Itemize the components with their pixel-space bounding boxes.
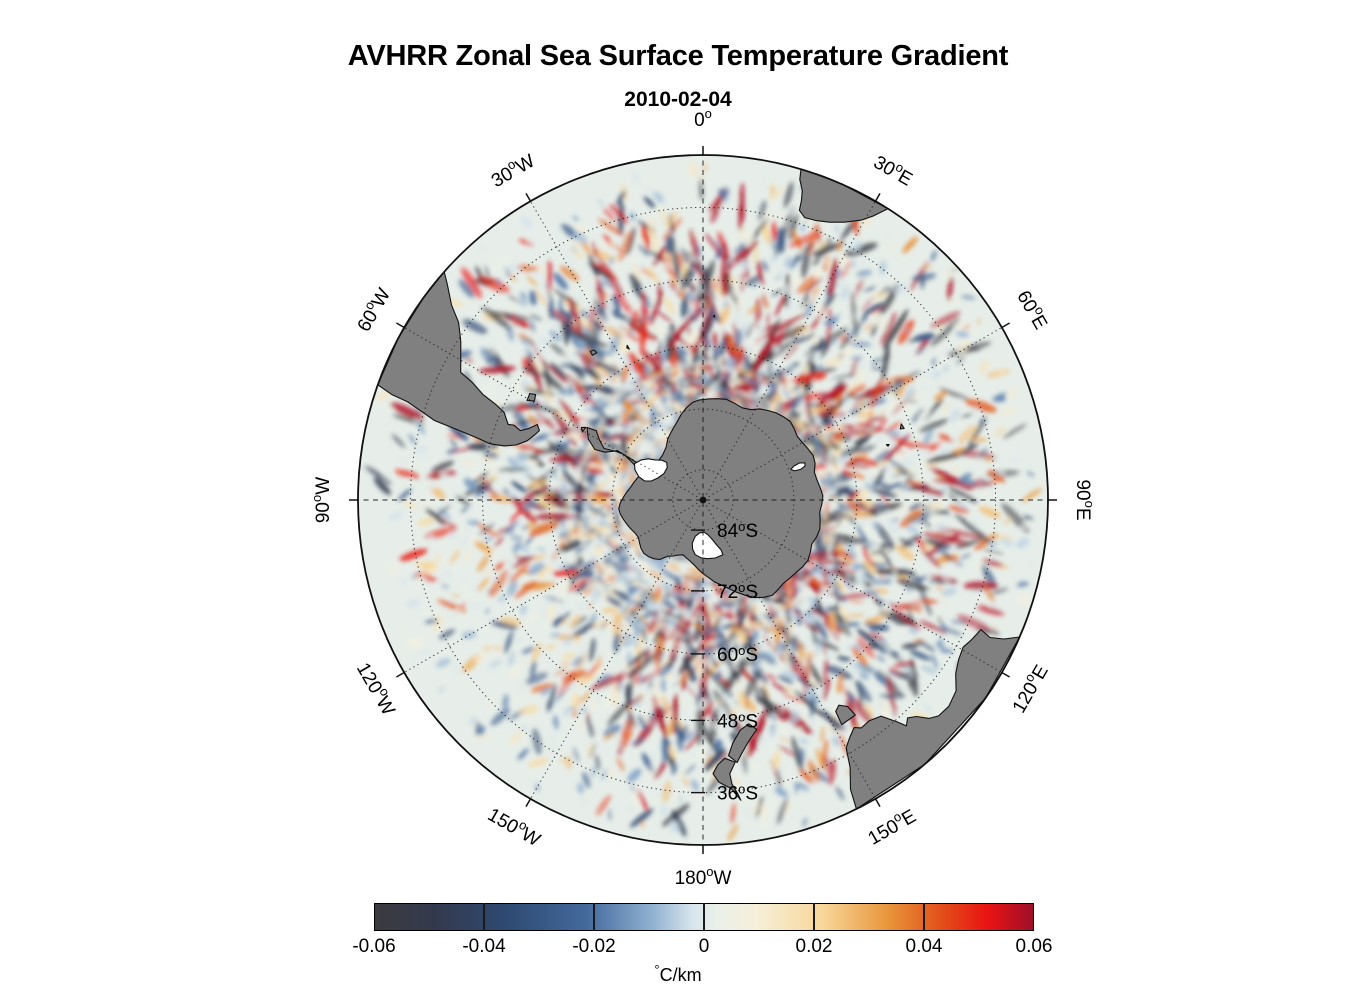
longitude-label-120W: 120oW (352, 658, 402, 720)
colorbar-tick-label: 0.02 (795, 936, 833, 957)
longitude-label-90E: 90oE (1072, 479, 1097, 520)
graticule-layer (358, 155, 1048, 845)
latitude-label-84S: 84oS (717, 519, 758, 542)
colorbar-tick-label: -0.06 (352, 936, 396, 957)
longitude-label-60E: 60oE (1012, 285, 1054, 333)
colorbar-tick (923, 903, 925, 931)
colorbar-tick (703, 903, 705, 931)
colorbar-unit-label: °C/km (654, 962, 702, 985)
colorbar-tick-label: 0.06 (1015, 936, 1053, 957)
longitude-label-90W: 90oW (309, 477, 334, 523)
colorbar-tick (483, 903, 485, 931)
longitude-label-60W: 60oW (351, 283, 395, 335)
latitude-label-36S: 36oS (717, 782, 758, 805)
longitude-label-180W: 180oW (675, 864, 732, 889)
longitude-label-150W: 150oW (484, 801, 546, 851)
longitude-label-30W: 30oW (486, 148, 538, 192)
longitude-label-30E: 30oE (870, 149, 918, 191)
colorbar-tick-label: -0.02 (572, 936, 616, 957)
colorbar-tick-label: -0.04 (462, 936, 506, 957)
latitude-label-48S: 48oS (717, 709, 758, 732)
subtitle: 2010-02-04 (624, 88, 732, 111)
latitude-label-72S: 72oS (717, 580, 758, 603)
latitude-labels: 84oS 72oS 60oS 48oS 36oS (691, 519, 758, 805)
longitude-label-150E: 150oE (863, 803, 920, 850)
page-title: AVHRR Zonal Sea Surface Temperature Grad… (347, 40, 1009, 72)
colorbar-tick-label: 0 (698, 936, 710, 957)
colorbar-tick (813, 903, 815, 931)
map-frame (349, 146, 1057, 854)
colorbar-tick-label: 0.04 (905, 936, 943, 957)
latitude-label-60S: 60oS (717, 643, 758, 666)
colorbar-tick (593, 903, 595, 931)
longitude-label-120E: 120oE (1006, 660, 1053, 717)
ocean-data-layer (358, 155, 1048, 845)
longitude-label-0: 0o (694, 106, 712, 131)
